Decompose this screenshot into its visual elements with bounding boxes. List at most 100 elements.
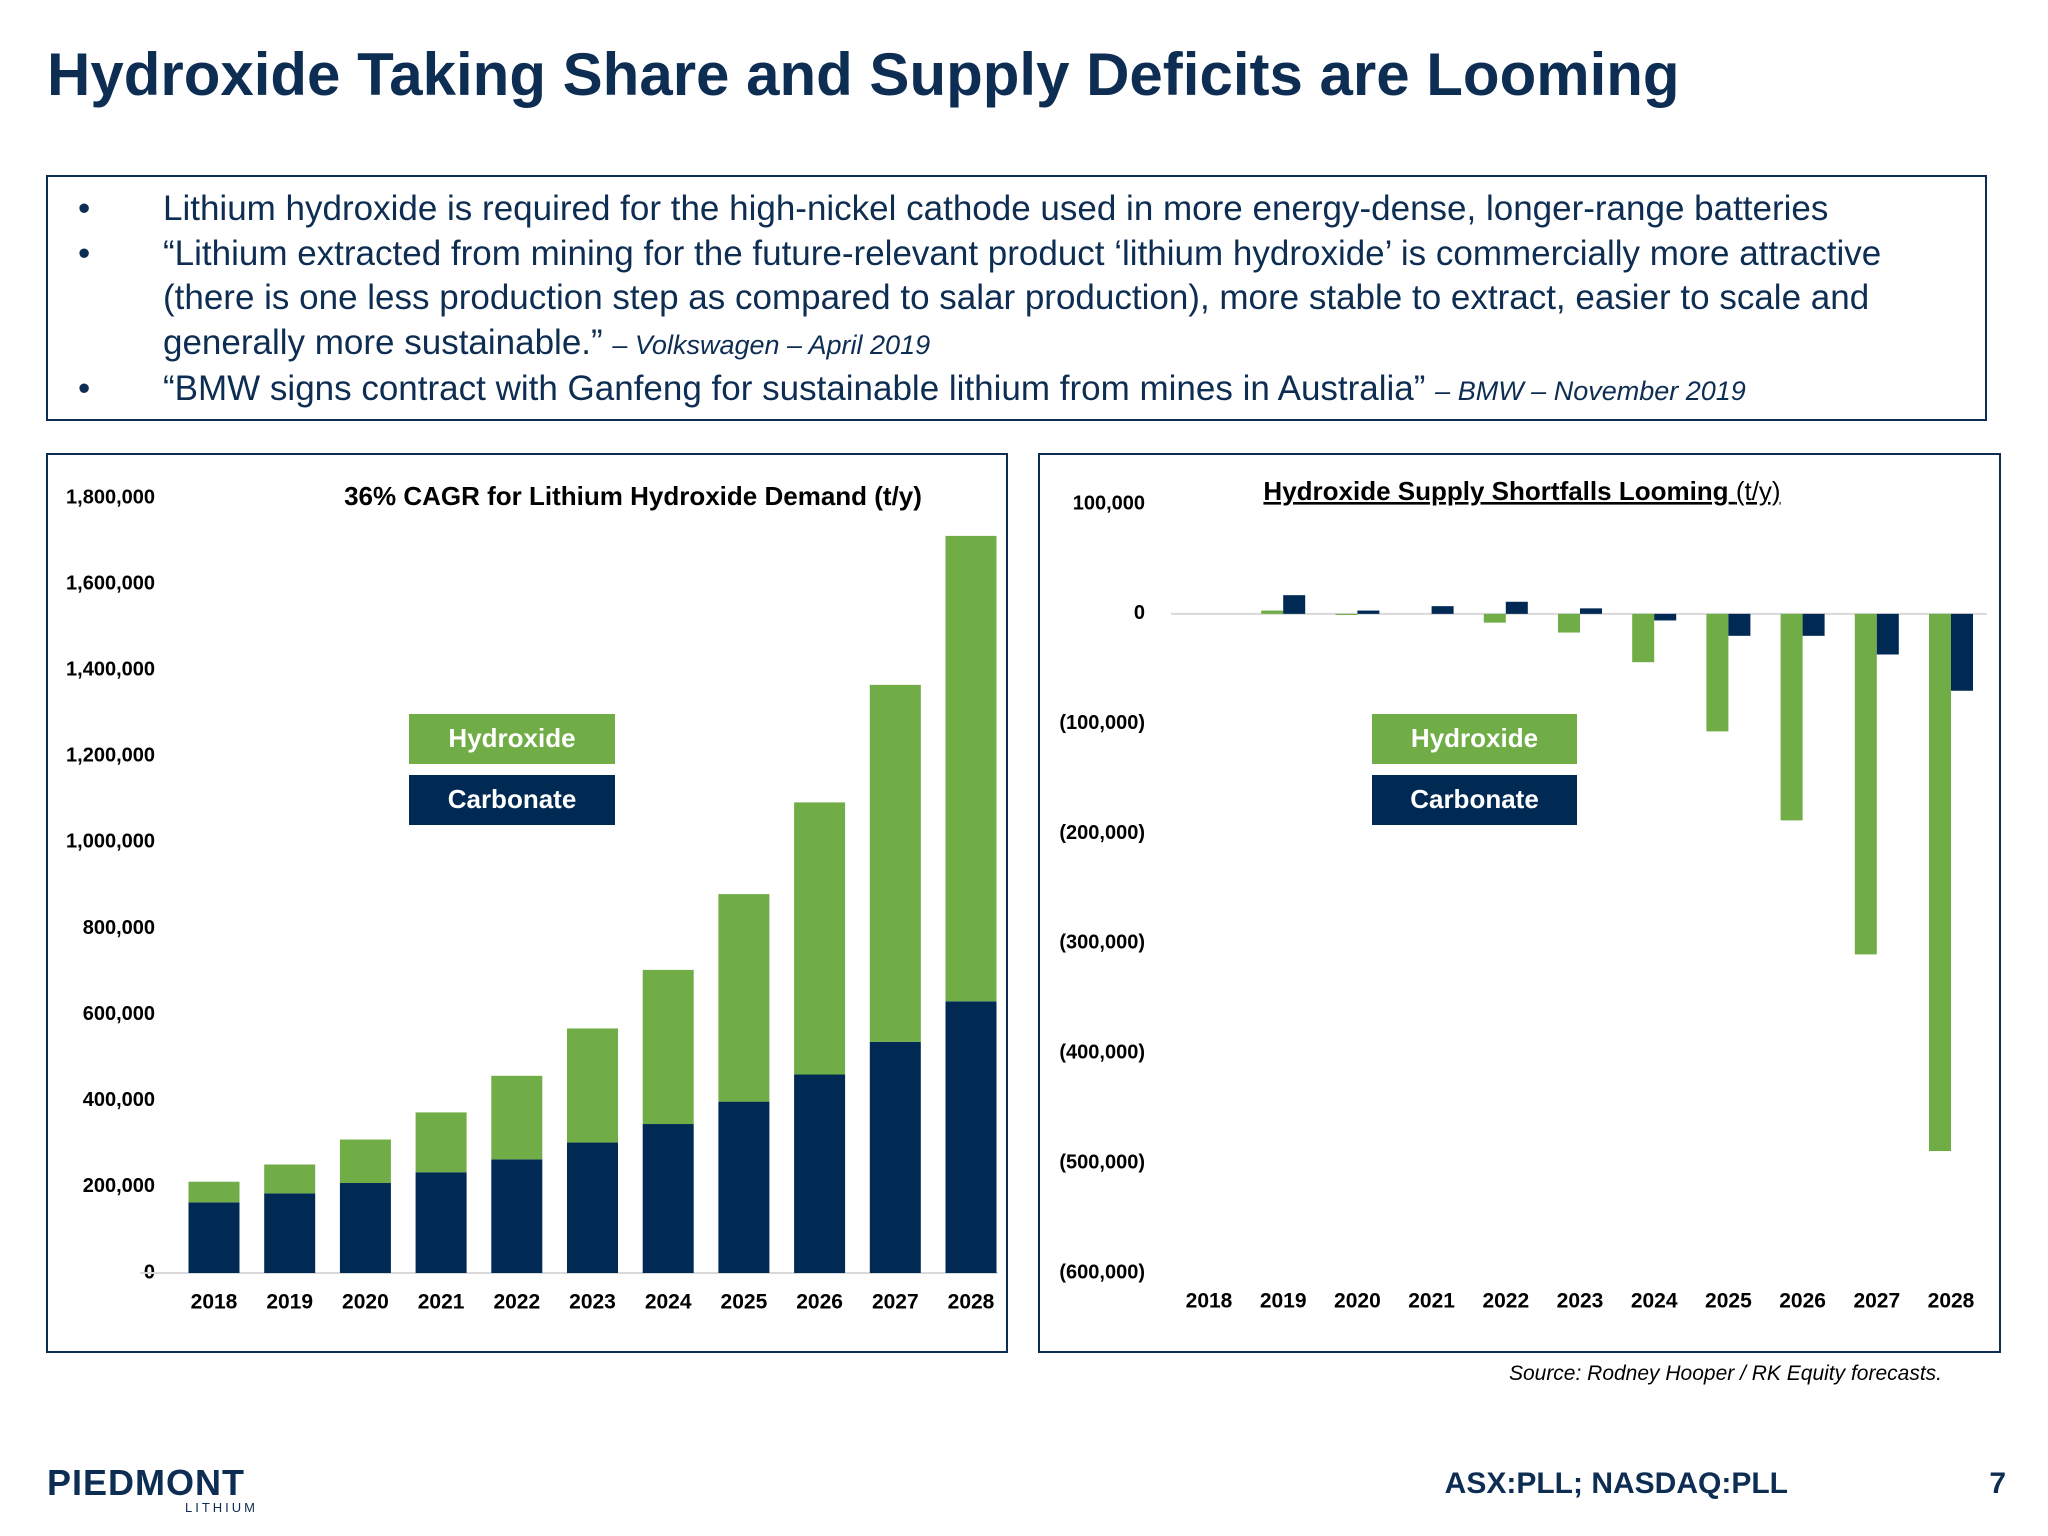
x-tick-label: 2025 — [721, 1291, 768, 1314]
x-tick-label: 2020 — [1334, 1290, 1381, 1313]
bar — [1357, 610, 1380, 614]
bar — [1283, 595, 1306, 614]
bar — [1706, 613, 1729, 732]
x-tick-label: 2018 — [1186, 1290, 1233, 1313]
x-tick-label: 2020 — [342, 1291, 389, 1314]
slide-title: Hydroxide Taking Share and Supply Defici… — [47, 41, 1680, 108]
bar — [945, 535, 997, 1002]
bar — [1580, 608, 1602, 614]
x-tick-label: 2022 — [493, 1291, 540, 1314]
legend-label: Carbonate — [1410, 784, 1539, 814]
bar — [1654, 613, 1677, 621]
source-note: Source: Rodney Hooper / RK Equity foreca… — [1508, 1362, 1942, 1385]
demand-chart: 36% CAGR for Lithium Hydroxide Demand (t… — [46, 453, 1008, 1353]
bar — [491, 1159, 543, 1273]
chart-title: Hydroxide Supply Shortfalls Looming (t/y… — [1263, 476, 1780, 506]
bar — [1802, 613, 1825, 636]
bullet: Lithium hydroxide is required for the hi… — [78, 187, 1945, 232]
x-tick-label: 2019 — [1260, 1290, 1307, 1313]
bar — [794, 1074, 846, 1273]
bar — [1261, 610, 1284, 614]
y-tick-label: 600,000 — [83, 1003, 155, 1025]
legend-label: Carbonate — [448, 784, 577, 814]
logo-sub: LITHIUM — [185, 1500, 258, 1515]
y-tick-label: (400,000) — [1059, 1042, 1145, 1064]
legend-swatch — [409, 775, 615, 825]
x-tick-label: 2024 — [1631, 1290, 1678, 1313]
bar — [869, 684, 921, 1042]
y-tick-label: 400,000 — [83, 1089, 155, 1111]
legend-swatch — [1372, 714, 1577, 764]
x-tick-label: 2026 — [1779, 1290, 1826, 1313]
x-tick-label: 2027 — [1853, 1290, 1900, 1313]
bar — [1558, 613, 1580, 633]
bar — [642, 1124, 694, 1273]
y-tick-label: 1,800,000 — [66, 486, 155, 508]
page-number: 7 — [1989, 1467, 2006, 1500]
bullet-text: Lithium hydroxide is required for the hi… — [163, 189, 1829, 228]
x-tick-label: 2023 — [1557, 1290, 1604, 1313]
legend-swatch — [409, 714, 615, 764]
y-tick-label: (200,000) — [1059, 822, 1145, 844]
y-tick-label: 1,200,000 — [66, 745, 155, 767]
y-tick-label: 800,000 — [83, 917, 155, 939]
chart-title-unit: (t/y) — [1736, 476, 1781, 506]
logo: PIEDMONT — [47, 1462, 246, 1503]
y-tick-label: 1,600,000 — [66, 572, 155, 594]
x-tick-label: 2018 — [191, 1291, 238, 1314]
x-tick-label: 2023 — [569, 1291, 616, 1314]
bar — [1335, 613, 1358, 615]
bar — [1780, 613, 1803, 821]
bar — [1728, 613, 1751, 636]
bullet-source: – Volkswagen – April 2019 — [612, 329, 931, 360]
bullet-source: – BMW – November 2019 — [1435, 376, 1746, 406]
y-tick-label: 0 — [1134, 602, 1145, 624]
bar — [945, 1001, 997, 1273]
bar — [1632, 613, 1655, 663]
bar — [1505, 601, 1528, 614]
bar — [264, 1193, 316, 1273]
y-tick-label: 100,000 — [1073, 492, 1145, 514]
bar — [1929, 613, 1951, 1152]
x-tick-label: 2026 — [796, 1291, 843, 1314]
chart-title: 36% CAGR for Lithium Hydroxide Demand (t… — [344, 481, 922, 511]
bar — [1951, 613, 1973, 691]
y-tick-label: (100,000) — [1059, 712, 1145, 734]
bar — [1854, 613, 1877, 955]
bar — [491, 1075, 543, 1160]
bar — [188, 1181, 240, 1203]
bar — [718, 894, 770, 1102]
bullet: “BMW signs contract with Ganfeng for sus… — [78, 367, 1945, 414]
x-tick-label: 2028 — [1928, 1290, 1975, 1313]
bar — [415, 1112, 467, 1173]
bar — [1431, 606, 1454, 614]
bar — [567, 1028, 618, 1143]
bar — [339, 1139, 391, 1184]
x-tick-label: 2027 — [872, 1291, 919, 1314]
bar — [1876, 613, 1899, 655]
legend-label: Hydroxide — [1411, 723, 1538, 753]
chart-title-main: Hydroxide Supply Shortfalls Looming — [1263, 476, 1728, 506]
bar — [718, 1101, 770, 1273]
ticker: ASX:PLL; NASDAQ:PLL — [1444, 1467, 1788, 1500]
bullet-text: “Lithium extracted from mining for the f… — [163, 233, 1882, 362]
bullet-text: “BMW signs contract with Ganfeng for sus… — [163, 369, 1426, 408]
legend-swatch — [1372, 775, 1577, 825]
chart-title-main: 36% CAGR for Lithium Hydroxide Demand (t… — [344, 481, 922, 511]
legend-label: Hydroxide — [448, 723, 575, 753]
bar — [1483, 613, 1506, 623]
x-tick-label: 2022 — [1482, 1290, 1529, 1313]
y-tick-label: 1,400,000 — [66, 659, 155, 681]
bar — [339, 1183, 391, 1273]
x-tick-label: 2024 — [645, 1291, 692, 1314]
y-tick-label: (600,000) — [1059, 1261, 1145, 1283]
y-tick-label: (300,000) — [1059, 932, 1145, 954]
y-tick-label: 1,000,000 — [66, 831, 155, 853]
bar — [415, 1172, 467, 1273]
bar — [188, 1202, 240, 1273]
x-tick-label: 2021 — [1408, 1290, 1455, 1313]
x-tick-label: 2028 — [948, 1291, 995, 1314]
bullet-box: Lithium hydroxide is required for the hi… — [46, 175, 1987, 421]
bar — [869, 1041, 921, 1273]
